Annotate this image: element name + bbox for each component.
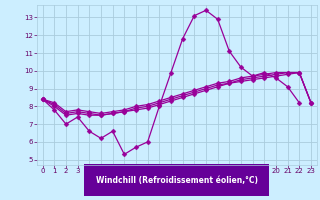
X-axis label: Windchill (Refroidissement éolien,°C): Windchill (Refroidissement éolien,°C) xyxy=(96,176,258,185)
